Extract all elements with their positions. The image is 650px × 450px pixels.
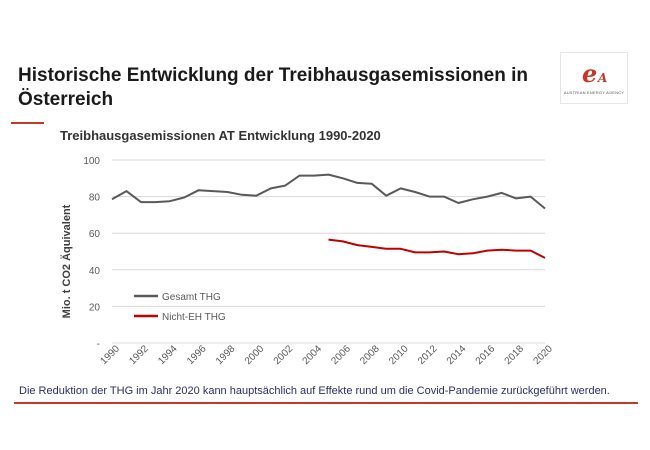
x-tick-label: 1994 [156, 343, 180, 367]
x-tick-label: 2012 [416, 343, 440, 367]
company-logo: e A AUSTRIAN ENERGY AGENCY [560, 52, 628, 104]
series-line-nicht-eh-thg [328, 238, 546, 259]
x-tick-label: 1996 [185, 343, 209, 367]
y-tick-label: 80 [89, 193, 101, 204]
x-tick-label: 2020 [531, 343, 555, 367]
x-tick-label: 2016 [474, 343, 498, 367]
chart-title: Treibhausgasemissionen AT Entwicklung 19… [60, 128, 381, 143]
logo-mark-a: A [598, 71, 608, 85]
x-tick-label: 2010 [387, 343, 411, 367]
slide-title: Historische Entwicklung der Treibhausgas… [18, 65, 528, 110]
series-line-gesamt-thg [111, 173, 546, 210]
x-tick-label: 2018 [503, 343, 527, 367]
title-underline [11, 122, 44, 124]
y-tick-label: 60 [89, 229, 101, 240]
y-tick-label: 100 [83, 156, 100, 167]
footer-underline [14, 402, 638, 404]
y-tick-label: 40 [89, 266, 101, 277]
x-tick-label: 2004 [301, 343, 325, 367]
footer-note: Die Reduktion der THG im Jahr 2020 kann … [19, 385, 610, 397]
x-tick-label: 1992 [127, 343, 151, 367]
x-tick-label: 2002 [272, 343, 296, 367]
legend-label-gesamt-thg: Gesamt THG [162, 292, 221, 303]
y-tick-label: - [97, 339, 100, 350]
x-tick-label: 2014 [445, 343, 469, 367]
logo-text: AUSTRIAN ENERGY AGENCY [563, 90, 625, 95]
x-tick-label: 1990 [98, 343, 122, 367]
logo-mark-e: e [582, 59, 598, 88]
y-tick-label: 20 [89, 302, 101, 313]
x-tick-label: 2006 [329, 343, 353, 367]
y-axis-label: Mio. t CO2 Äquivalent [60, 204, 73, 318]
legend-label-nicht-eh-thg: Nicht-EH THG [162, 312, 226, 323]
x-tick-label: 2008 [358, 343, 382, 367]
x-tick-label: 2000 [243, 343, 267, 367]
x-tick-label: 1998 [214, 343, 238, 367]
